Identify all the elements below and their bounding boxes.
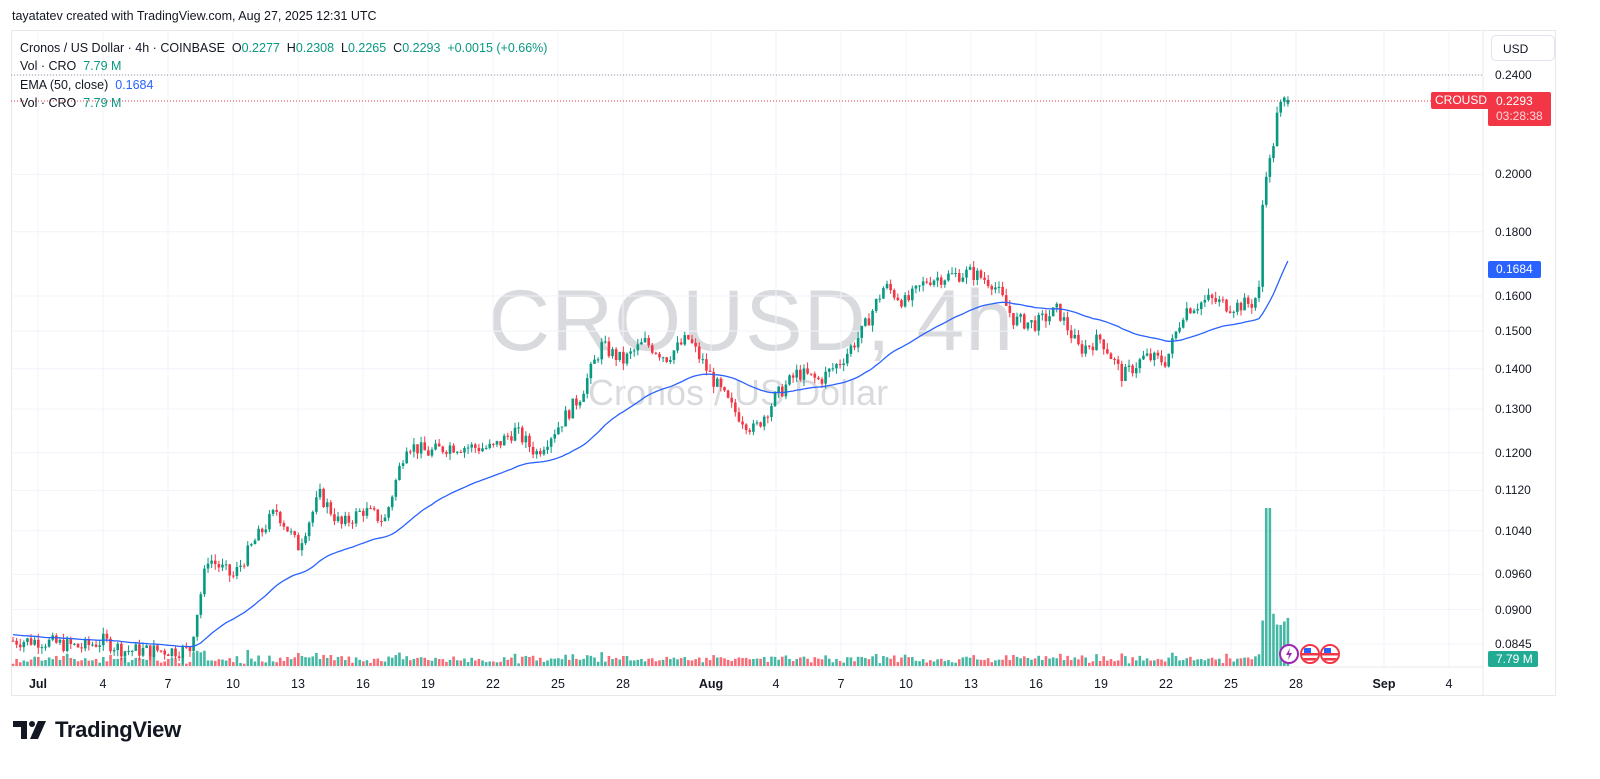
price-tick-label: 0.2400 <box>1495 68 1532 82</box>
time-tick-label: 10 <box>226 677 240 691</box>
volume-bars <box>11 508 1290 666</box>
ema-value: 0.1684 <box>115 77 154 92</box>
price-tick-label: 0.1500 <box>1495 324 1532 339</box>
time-tick-label: 16 <box>1029 677 1043 691</box>
time-tick-label: 28 <box>616 677 630 691</box>
watermark-description: Cronos / US Dollar <box>588 372 889 413</box>
time-tick-label: 10 <box>899 677 913 691</box>
time-tick-label: 25 <box>1224 677 1238 691</box>
last-price-value: 0.2293 <box>1496 94 1533 108</box>
time-tick-label: Aug <box>698 677 724 691</box>
time-tick-label: 19 <box>421 677 435 691</box>
bar-countdown: 03:28:38 <box>1496 109 1543 123</box>
event-lightning-icon[interactable] <box>1279 644 1299 664</box>
time-tick-label: 4 <box>772 677 780 691</box>
last-price-tag: 0.2293 03:28:38 <box>1488 92 1551 126</box>
change-value: +0.0015 (+0.66%) <box>447 41 548 55</box>
volume-value: 7.79 M <box>83 59 122 74</box>
price-tick-label: 0.1120 <box>1495 483 1531 498</box>
legend-ema-row[interactable]: EMA (50, close) 0.1684 <box>20 77 154 92</box>
event-us-flag-icon-2[interactable] <box>1320 644 1340 664</box>
time-tick-label: 4 <box>99 677 107 691</box>
time-tick-label: 16 <box>356 677 370 691</box>
high-value: 0.2308 <box>295 41 335 55</box>
chart-legend: Cronos / US Dollar · 4h · COINBASE O0.22… <box>20 39 547 112</box>
price-tick-label: 0.2000 <box>1495 167 1532 182</box>
price-tick-label: 0.1400 <box>1495 361 1532 376</box>
grid-lines <box>11 31 1483 667</box>
volume-value-2: 7.79 M <box>83 95 122 110</box>
price-lines <box>11 74 1483 102</box>
time-tick-label: 22 <box>1159 677 1173 691</box>
legend-symbol-row[interactable]: Cronos / US Dollar · 4h · COINBASE O0.22… <box>20 41 548 55</box>
price-tick-label: 0.1800 <box>1495 224 1532 239</box>
open-value: 0.2277 <box>241 41 280 55</box>
volume-tag: 7.79 M <box>1488 651 1538 667</box>
ema-line <box>12 260 1289 648</box>
time-tick-label: 19 <box>1094 677 1108 691</box>
time-tick-label: 7 <box>164 677 172 691</box>
watermark-symbol: CROUSD, 4h <box>488 273 1015 369</box>
price-tick-label: 0.1040 <box>1495 523 1532 538</box>
price-tick-label: 0.0900 <box>1495 602 1532 617</box>
tradingview-logo-icon <box>13 721 46 739</box>
symbol-price-tag: CROUSD <box>1431 92 1492 109</box>
time-tick-label: 7 <box>837 677 845 691</box>
time-tick-label: 28 <box>1289 677 1303 691</box>
time-tick-label: 22 <box>486 677 500 691</box>
candlesticks <box>11 96 1290 665</box>
price-tick-label: 0.0845 <box>1495 636 1532 651</box>
chart-frame <box>11 30 1556 696</box>
price-tick-label: 0.1600 <box>1495 288 1532 303</box>
price-tick-label: 0.1200 <box>1495 445 1532 460</box>
close-value: 0.2293 <box>402 41 441 55</box>
event-us-flag-icon[interactable] <box>1300 644 1320 664</box>
time-tick-label: Jul <box>28 677 48 691</box>
price-tick-label: 0.1300 <box>1495 402 1532 417</box>
tradingview-logo[interactable]: TradingView <box>13 717 181 743</box>
price-tick-label: 0.0960 <box>1495 567 1532 582</box>
symbol-description: Cronos / US Dollar · 4h · COINBASE <box>20 41 225 55</box>
time-tick-label: 13 <box>291 677 305 691</box>
tradingview-logo-text: TradingView <box>55 717 181 742</box>
low-value: 0.2265 <box>347 41 387 55</box>
time-tick-label: 13 <box>964 677 978 691</box>
time-tick-label: Sep <box>1372 677 1396 691</box>
time-tick-label: 4 <box>1445 677 1453 691</box>
legend-volume-row[interactable]: Vol · CRO 7.79 M <box>20 59 122 74</box>
ema-price-tag: 0.1684 <box>1488 261 1541 278</box>
chart-credit: tayatatev created with TradingView.com, … <box>12 9 377 23</box>
legend-volume-row-2[interactable]: Vol · CRO 7.79 M <box>20 95 122 110</box>
currency-button[interactable]: USD <box>1491 35 1555 61</box>
time-tick-label: 25 <box>551 677 565 691</box>
